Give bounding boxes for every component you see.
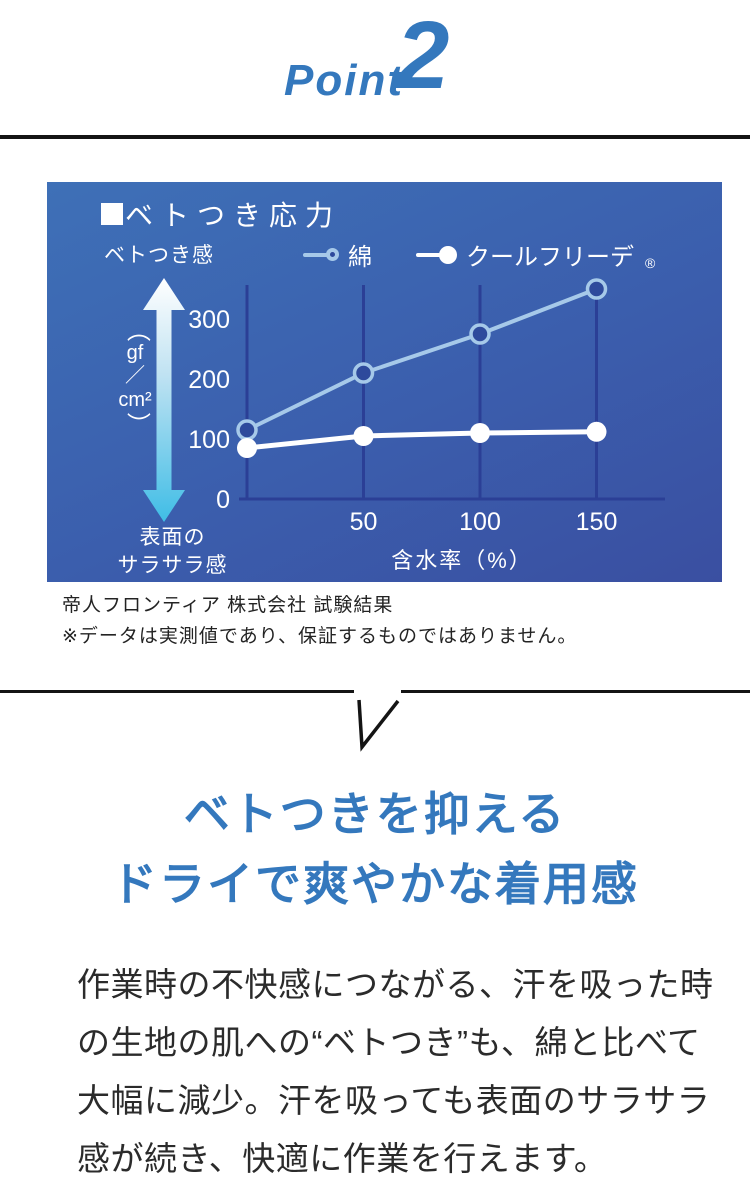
registered-trademark: ® <box>645 254 656 271</box>
unit-denominator: cm² <box>118 388 152 411</box>
product-line-marker-icon <box>416 245 457 264</box>
mid-divider-right <box>401 690 750 693</box>
body-text: 作業時の不快感につながる、汗を吸った時 の生地の肌への“ベトつき”も、綿と比べて… <box>77 956 714 1188</box>
data-point-クールフリーデ® <box>353 426 374 446</box>
data-point-クールフリーデ® <box>470 423 490 443</box>
y-axis-unit: （ gf ／ cm² ） <box>107 318 163 436</box>
series-line-綿 <box>246 287 598 432</box>
y-axis-top-label: ベトつき感 <box>104 244 214 267</box>
legend-label-product: クールフリーデ <box>466 244 634 271</box>
chart-title-text: ベトつき応力 <box>125 200 342 231</box>
chart-legend: 綿 クールフリーデ ® <box>303 237 655 272</box>
caption-disclaimer: ※データは実測値であり、保証するものではありません。 <box>62 626 578 647</box>
data-point-綿 <box>469 323 491 345</box>
unit-numerator: gf <box>126 341 144 364</box>
y-tick-label: 300 <box>188 306 230 334</box>
double-arrow-shape <box>143 278 185 522</box>
data-point-クールフリーデ® <box>586 421 607 442</box>
data-point-クールフリーデ® <box>237 438 257 458</box>
body-line: 大幅に減少。汗を吸っても表面のサラサラ <box>77 1082 711 1119</box>
body-line: の生地の肌への“ベトつき”も、綿と比べて <box>77 1024 701 1061</box>
double-arrow-icon <box>143 278 185 522</box>
mid-divider-left <box>0 690 354 693</box>
headline: ベトつきを抑える ドライで爽やかな着用感 <box>0 779 750 919</box>
square-bullet-icon <box>101 203 123 225</box>
body-line: 作業時の不快感につながる、汗を吸った時 <box>77 966 714 1003</box>
data-point-綿 <box>352 362 375 384</box>
data-point-綿 <box>585 278 608 300</box>
legend-item-product: クールフリーデ ® <box>416 237 655 272</box>
headline-line1: ベトつきを抑える <box>183 788 567 840</box>
headline-line2: ドライで爽やかな着用感 <box>111 858 639 910</box>
body-line: 感が続き、快適に作業を行えます。 <box>77 1140 608 1177</box>
y-tick-label: 200 <box>188 366 230 394</box>
data-point-綿 <box>236 419 258 441</box>
y-axis-bottom-label: 表面の サラサラ感 <box>117 526 228 577</box>
caption-source: 帝人フロンティア 株式会社 試験結果 <box>62 595 394 616</box>
top-divider <box>0 135 750 139</box>
x-tick-label: 100 <box>459 508 501 536</box>
point-number: 2 <box>396 2 450 109</box>
unit-slash: ／ <box>125 365 145 388</box>
line-chart: 0 100 200 300 50 100 150 <box>188 278 665 536</box>
legend-label-cotton: 綿 <box>348 244 372 271</box>
y-tick-label: 100 <box>188 426 230 454</box>
point-label: Point <box>284 56 404 105</box>
checkmark-v-icon <box>357 699 400 752</box>
chart-panel: ベトつき応力 ベトつき感 綿 クールフリーデ ® （ gf <box>47 182 722 582</box>
x-tick-label: 50 <box>350 508 378 536</box>
x-tick-label: 150 <box>576 508 618 536</box>
chart-caption: 帝人フロンティア 株式会社 試験結果 ※データは実測値であり、保証するものではあ… <box>62 590 577 652</box>
legend-item-cotton: 綿 <box>303 237 372 272</box>
cotton-line-marker-icon <box>303 248 339 261</box>
x-axis-label: 含水率（%） <box>391 548 533 573</box>
series-line-クールフリーデ® <box>246 429 597 451</box>
y-tick-label: 0 <box>216 486 230 514</box>
chart-title: ベトつき応力 <box>101 194 341 234</box>
